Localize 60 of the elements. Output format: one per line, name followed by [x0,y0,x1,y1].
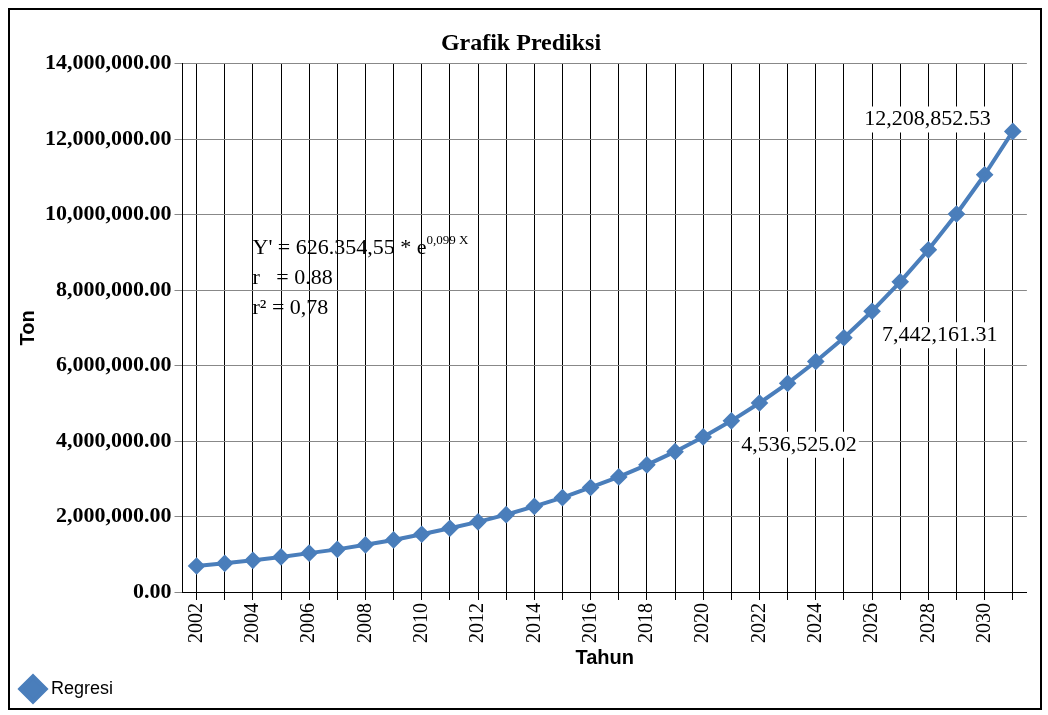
point [244,552,261,569]
point [385,531,402,548]
x-tick-label: 2020 [690,603,713,643]
x-tick-label: 2002 [183,603,206,643]
y-axis-title: Ton [15,310,38,346]
y-tick-label: 8,000,000.00 [56,275,172,301]
y-tick-label: 6,000,000.00 [56,351,172,377]
y-tick-label: 2,000,000.00 [56,502,172,528]
point [582,479,599,496]
y-tick-label: 12,000,000.00 [45,124,172,150]
point [188,557,205,574]
point [498,506,515,523]
x-tick-label: 2008 [352,603,375,643]
point [301,545,318,562]
point [864,303,881,320]
point [892,273,909,290]
x-tick-label: 2014 [521,603,544,643]
data-label: 7,442,161.31 [882,321,998,346]
point [779,375,796,392]
point [470,513,487,530]
chart-title: Grafik Prediksi [440,28,602,55]
point [610,468,627,485]
x-tick-label: 2028 [915,603,938,643]
point [273,548,290,565]
point [526,498,543,515]
x-tick-label: 2016 [577,603,600,643]
point [216,555,233,572]
point [441,520,458,537]
point [976,166,993,183]
x-axis-title: Tahun [575,645,634,668]
x-tick-label: 2024 [803,603,826,643]
point [948,205,965,222]
x-tick-label: 2004 [240,603,263,643]
point [667,443,684,460]
point [554,489,571,506]
x-tick-label: 2026 [859,603,882,643]
point [835,329,852,346]
x-tick-label: 2030 [971,603,994,643]
y-tick-label: 10,000,000.00 [45,200,172,226]
point [357,536,374,553]
point [807,353,824,370]
x-tick-label: 2006 [296,603,319,643]
x-tick-label: 2022 [746,603,769,643]
point [329,541,346,558]
point [695,428,712,445]
data-label: 12,208,852.53 [864,105,991,131]
y-tick-label: 0.00 [133,577,172,603]
x-tick-label: 2012 [465,603,488,643]
x-tick-label: 2010 [408,603,431,643]
data-label: 4,536,525.02 [741,430,857,456]
point [413,526,430,543]
point [638,456,655,473]
legend-label: Regresi [51,677,114,698]
y-tick-label: 4,000,000.00 [56,426,172,452]
point [920,241,937,258]
x-tick-label: 2018 [634,603,657,643]
y-tick-label: 14,000,000.00 [45,49,172,75]
point [751,394,768,411]
point [1004,123,1021,140]
point [723,412,740,429]
